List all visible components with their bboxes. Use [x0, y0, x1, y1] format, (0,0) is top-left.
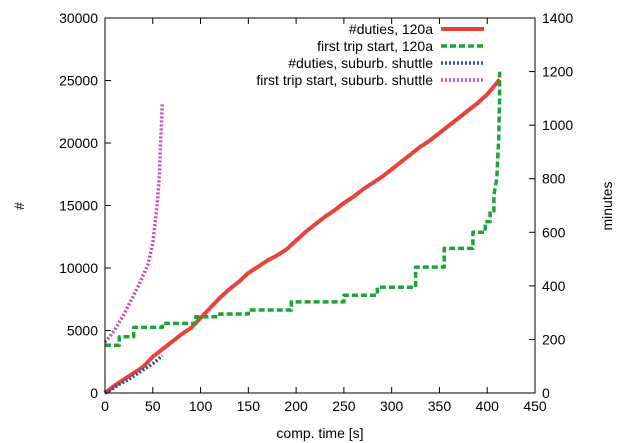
x-tick-label: 200	[284, 398, 308, 414]
x-tick-label: 0	[101, 398, 109, 414]
series-line-4	[103, 103, 165, 344]
tick-labels: 0 50 100 150 200 250 300 350 400 4500500010000150…	[59, 10, 573, 414]
x-tick-label: 100	[189, 398, 213, 414]
x-axis-label: comp. time [s]	[276, 425, 363, 441]
y2-tick-label: 200	[542, 331, 566, 347]
legend-label-2: first trip start, 120a	[317, 38, 433, 54]
legend-label-4: first trip start, suburb. shuttle	[256, 72, 433, 88]
y2-axis-label: minutes	[599, 181, 615, 230]
y2-tick-label: 800	[542, 171, 566, 187]
y-tick-label: 30000	[59, 10, 98, 26]
y2-tick-label: 1000	[542, 117, 573, 133]
legend-label-3: #duties, suburb. shuttle	[288, 55, 433, 71]
x-tick-label: 300	[380, 398, 404, 414]
x-tick-label: 450	[523, 398, 547, 414]
y-tick-label: 0	[90, 385, 98, 401]
x-tick-label: 350	[428, 398, 452, 414]
ticks	[104, 17, 536, 394]
y-tick-label: 25000	[59, 73, 98, 89]
y-tick-label: 10000	[59, 260, 98, 276]
y-tick-label: 5000	[67, 323, 98, 339]
y-tick-label: 15000	[59, 198, 98, 214]
plot-lines	[103, 71, 502, 395]
series-line-1	[103, 78, 502, 395]
y2-tick-label: 1400	[542, 10, 573, 26]
y2-tick-label: 400	[542, 278, 566, 294]
x-tick-label: 50	[145, 398, 161, 414]
y2-tick-label: 600	[542, 224, 566, 240]
series-line-2	[105, 71, 502, 348]
y2-tick-label: 1200	[542, 64, 573, 80]
x-tick-label: 250	[332, 398, 356, 414]
series-line-3	[104, 354, 164, 395]
y-tick-label: 20000	[59, 135, 98, 151]
x-tick-label: 150	[237, 398, 261, 414]
y-axis-label: #	[11, 202, 27, 210]
x-tick-label: 400	[476, 398, 500, 414]
y2-tick-label: 0	[542, 385, 550, 401]
legend-label-1: #duties, 120a	[349, 21, 433, 37]
